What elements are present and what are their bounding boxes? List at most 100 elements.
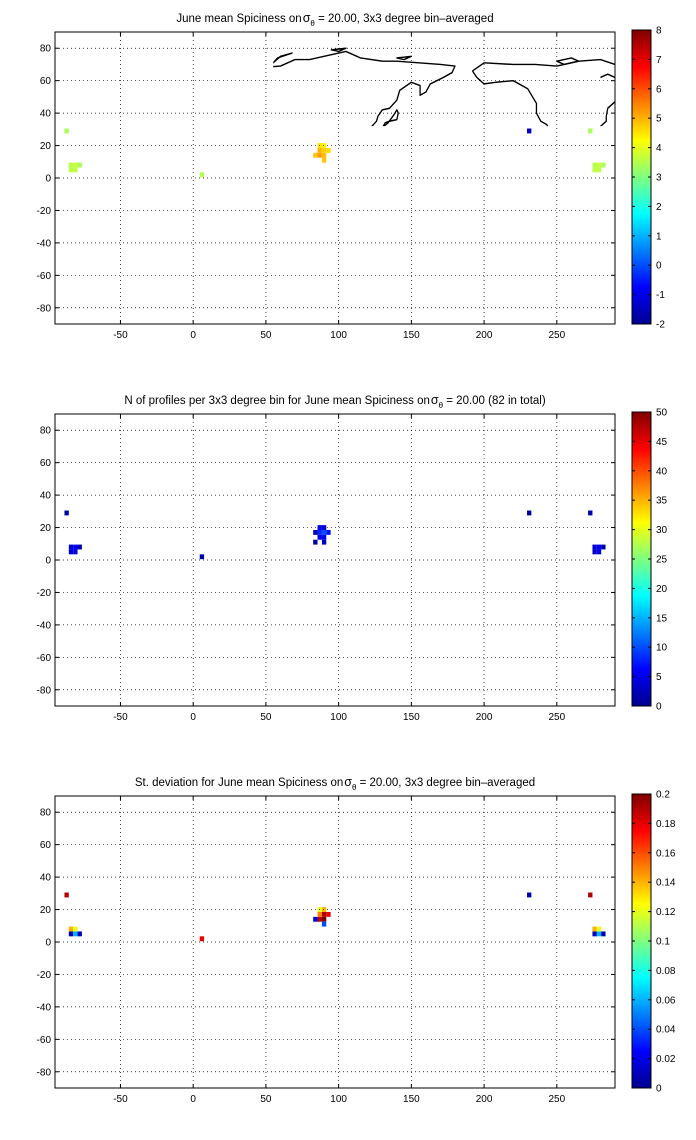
title-rest: = 20.00 (82 in total) [443,395,546,407]
y-tick-label: 40 [40,873,52,884]
x-tick-label: 50 [260,330,272,341]
chart-panel-1: June mean Spiciness onσθ = 20.00, 3x3 de… [37,11,666,341]
y-tick-label: -20 [37,588,52,599]
bin-cell [68,544,74,550]
bin-cell [592,549,597,555]
colorbar-tick-label: 35 [656,496,668,507]
bin-cell [73,926,78,932]
bin-cell [199,554,205,560]
colorbar-tick-label: 25 [656,555,668,566]
y-tick-label: 80 [40,44,52,55]
y-tick-label: 0 [45,174,51,185]
title-subscript: θ [352,783,357,792]
title-sigma: σ [431,393,439,407]
bin-cell [527,128,532,134]
y-tick-label: 20 [40,905,52,916]
bin-cell [73,549,78,555]
colorbar-tick-label: 0.1 [656,937,670,948]
title-subscript: θ [310,19,315,28]
colorbar-tick-label: 0.2 [656,790,670,801]
colorbar-tick-label: 0.06 [656,995,676,1006]
bin-cell [68,926,74,932]
bin-cell [321,157,327,163]
data-cells [64,128,606,178]
y-tick-label: -40 [37,1002,52,1013]
y-tick-label: -20 [37,206,52,217]
colorbar-tick-label: -2 [656,320,665,331]
bin-cell [199,936,205,942]
colorbar-tick-label: 40 [656,466,668,477]
x-tick-label: -50 [113,712,128,723]
chart-panel-2: N of profiles per 3x3 degree bin for Jun… [37,393,668,723]
title-text: St. deviation for June mean Spiciness on [135,777,343,789]
bin-cell [77,544,82,550]
x-tick-label: 250 [548,1094,565,1105]
y-tick-label: 60 [40,76,52,87]
x-tick-label: 50 [260,1094,272,1105]
x-tick-label: 100 [330,712,347,723]
bin-cell [77,931,82,937]
bin-cell [596,167,602,173]
bin-cell [321,525,327,530]
bin-cell [588,510,593,516]
bin-cell [601,931,606,937]
x-tick-label: 0 [190,330,196,341]
grid [55,32,615,324]
colorbar-tick-label: 30 [656,525,668,536]
x-tick-label: 150 [403,712,420,723]
colorbar-tick-label: 7 [656,55,662,66]
colorbar-tick-label: 6 [656,84,662,95]
colorbar-tick-label: -1 [656,290,665,301]
bin-cell [199,172,205,178]
y-tick-label: -40 [37,620,52,631]
bin-cell [73,931,78,937]
title-sigma: σ [344,775,352,789]
bin-cell [313,152,318,158]
bin-cell [321,534,327,540]
colorbar-tick-label: 15 [656,613,668,624]
bin-cell [321,152,327,158]
bin-cell [68,162,74,168]
y-tick-label: 60 [40,840,52,851]
bin-cell [64,128,69,134]
y-tick-label: -20 [37,970,52,981]
bin-cell [596,926,602,932]
colorbar-tick-label: 5 [656,114,662,125]
x-tick-label: 250 [548,330,565,341]
colorbar-tick-label: 20 [656,584,668,595]
y-tick-label: 20 [40,523,52,534]
colorbar-tick-label: 0 [656,702,662,713]
bin-cell [317,916,322,922]
y-tick-label: 60 [40,458,52,469]
y-tick-label: 80 [40,808,52,819]
colorbar-tick-label: 0.14 [656,878,676,889]
y-tick-label: -80 [37,1067,52,1078]
bin-cell [326,529,331,535]
bin-cell [73,167,78,173]
colorbar-tick-label: 0.12 [656,907,676,918]
colorbar-tick-label: 10 [656,643,668,654]
x-tick-label: -50 [113,330,128,341]
title-text: June mean Spiciness on [176,13,301,25]
bin-cell [326,147,331,153]
x-tick-label: 150 [403,1094,420,1105]
bin-cell [64,892,69,898]
colorbar-tick-label: 1 [656,231,662,242]
y-tick-label: -80 [37,685,52,696]
grid [55,796,615,1088]
bin-cell [326,911,331,917]
bin-cell [596,544,602,550]
bin-cell [527,510,532,516]
colorbar-tick-label: 0.08 [656,966,676,977]
bin-cell [313,539,318,545]
bin-cell [317,147,322,153]
bin-cell [73,162,78,168]
chart-title: June mean Spiciness onσθ = 20.00, 3x3 de… [176,11,493,28]
bin-cell [321,529,327,535]
x-tick-label: 200 [476,1094,493,1105]
bin-cell [592,926,597,932]
bin-cell [64,510,69,516]
colorbar-tick-label: 0.16 [656,848,676,859]
bin-cell [588,892,593,898]
